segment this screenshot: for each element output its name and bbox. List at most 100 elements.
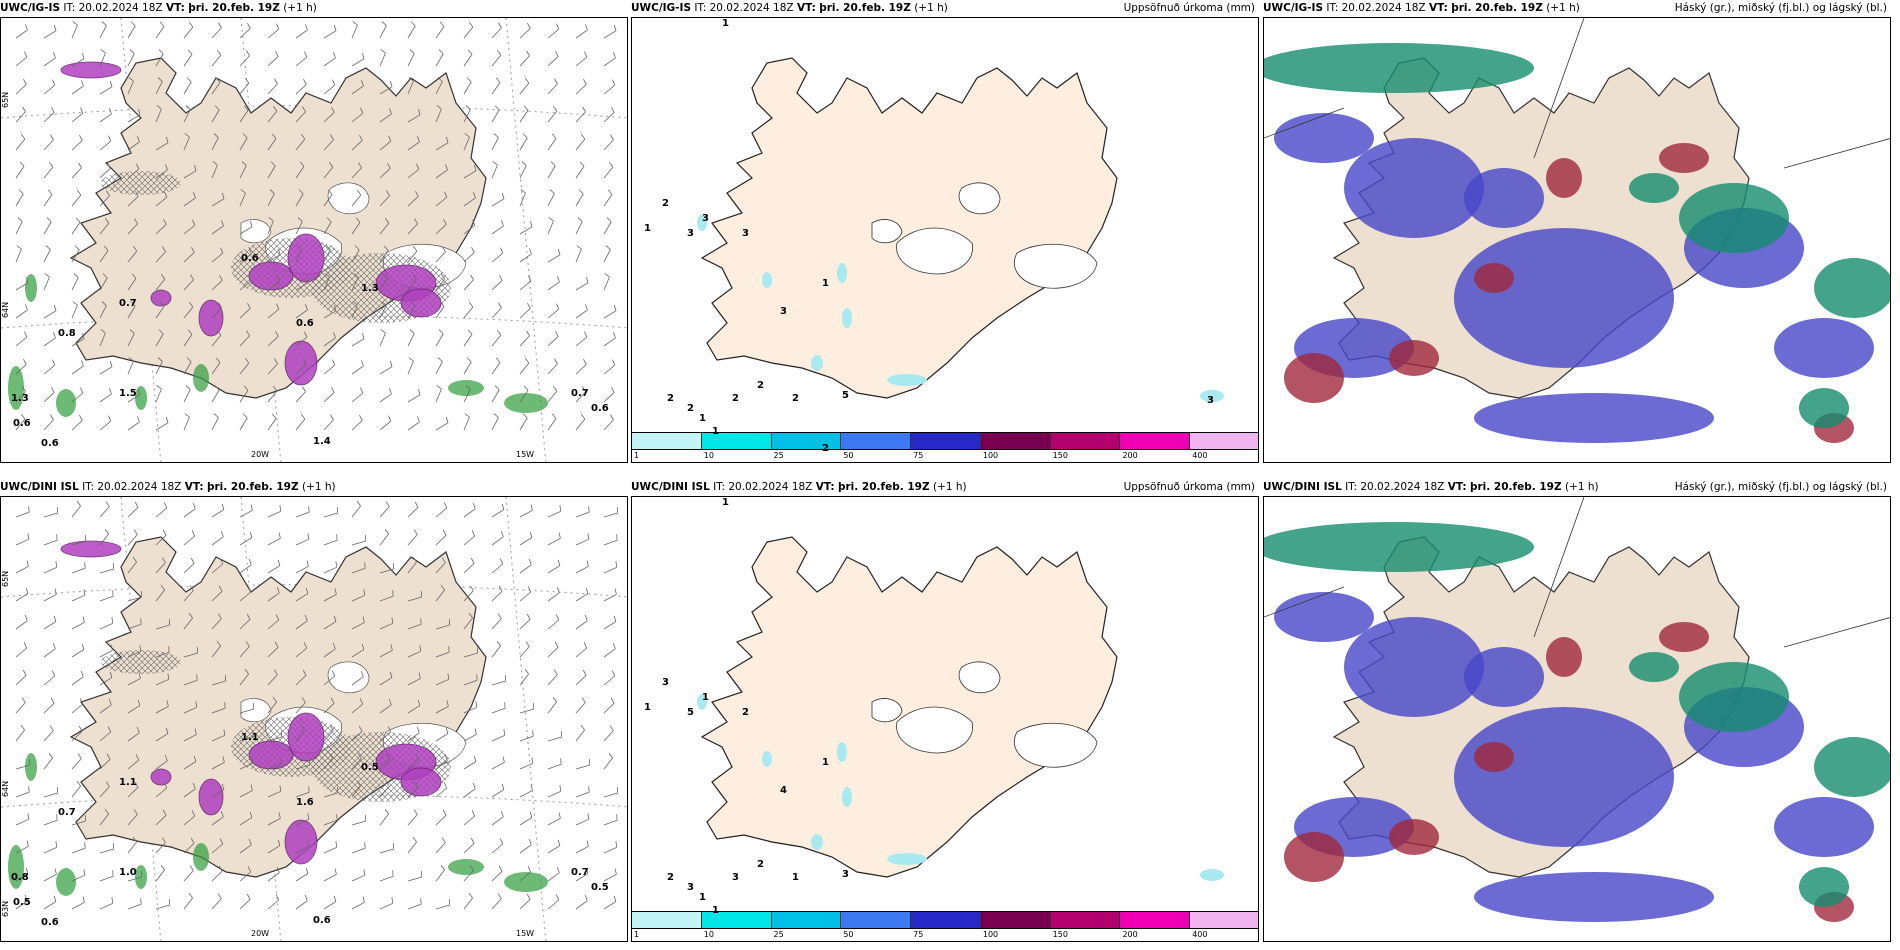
cloud-area — [1474, 263, 1514, 293]
iceland-land — [700, 57, 1118, 399]
snow-value-label: 0.7 — [119, 298, 137, 309]
colorbar-swatch — [841, 433, 912, 449]
rain-area — [8, 366, 24, 410]
colorbar-swatch — [1050, 433, 1121, 449]
glacier — [1013, 243, 1098, 289]
colorbar-tick: 25 — [773, 451, 784, 460]
colorbar-swatch — [980, 912, 1051, 928]
rain-area — [448, 380, 484, 396]
panel-wind-snow-row1: UWC/IG-IS IT: 20.02.2024 18Z VT: þri. 20… — [0, 0, 628, 463]
precip-value-label: 3 — [687, 882, 694, 893]
panel-wind-snow-row2: UWC/DINI ISL IT: 20.02.2024 18Z VT: þri.… — [0, 479, 628, 942]
precip-area — [811, 355, 823, 371]
precip-area — [811, 834, 823, 850]
snow-value-label: 1.3 — [361, 283, 379, 294]
cloud-map — [1264, 18, 1890, 443]
cloud-area — [1344, 617, 1484, 717]
colorbar-swatch — [632, 433, 702, 449]
rain-area — [504, 393, 548, 413]
precip-value-label: 1 — [722, 497, 729, 508]
cloud-area — [1659, 143, 1709, 173]
colorbar-tick: 1 — [634, 930, 640, 939]
precip-value-label: 1 — [644, 702, 651, 713]
rain-area — [25, 274, 37, 302]
rain-area — [193, 843, 209, 871]
snow-value-label: 0.5 — [591, 882, 609, 893]
snow-value-label: 0.8 — [11, 872, 29, 883]
snow-value-label: 0.5 — [13, 897, 31, 908]
cloud-area — [1629, 652, 1679, 682]
snow-area — [284, 340, 318, 386]
colorbar-tick: 75 — [913, 930, 924, 939]
precip-colorbar — [632, 911, 1258, 929]
snow-value-label: 0.8 — [58, 328, 76, 339]
snow-area — [198, 299, 224, 337]
snow-area — [198, 778, 224, 816]
cloud-area — [1629, 173, 1679, 203]
snow-area — [150, 289, 172, 307]
colorbar-tick: 10 — [703, 930, 714, 939]
glacier — [871, 219, 903, 244]
precip-value-label: 1 — [699, 892, 706, 903]
cloud-map — [1264, 497, 1890, 922]
snow-value-label: 1.3 — [11, 393, 29, 404]
glacier — [958, 182, 1001, 215]
colorbar-tick: 100 — [982, 451, 999, 460]
longitude-label: 20W — [251, 450, 270, 459]
latitude-label: 64N — [1, 301, 10, 318]
panel-title: UWC/DINI ISL IT: 20.02.2024 18Z VT: þri.… — [0, 481, 336, 493]
rain-area — [504, 872, 548, 892]
precip-value-label: 1 — [822, 757, 829, 768]
cloud-area — [1799, 388, 1849, 428]
precip-value-label: 2 — [757, 859, 764, 870]
precip-area — [842, 787, 852, 807]
cloud-area — [1679, 183, 1789, 253]
snow-value-label: 0.6 — [591, 403, 609, 414]
map-frame: 0.7 0.8 0.6 0.6 0.7 0.6 1.4 1.3 0.6 0.6 1.3 1.5 65N 6… — [0, 17, 628, 463]
glacier — [327, 182, 370, 215]
precip-value-label: 3 — [842, 869, 849, 880]
snow-value-label: 0.6 — [41, 917, 59, 928]
glacier — [958, 661, 1001, 694]
colorbar-tick: 50 — [843, 451, 854, 460]
precip-area — [842, 308, 852, 328]
cloud-area — [1389, 819, 1439, 855]
colorbar-tick: 50 — [843, 930, 854, 939]
precip-area — [837, 742, 847, 762]
precip-value-label: 3 — [662, 677, 669, 688]
colorbar-swatch — [1050, 912, 1121, 928]
colorbar-swatch — [911, 912, 981, 928]
cloud-title: Háský (gr.), miðský (fj.bl.) og lágský (… — [1674, 481, 1887, 493]
precip-value-label: 2 — [667, 872, 674, 883]
cloud-area — [1546, 158, 1582, 198]
longitude-label: 20W — [251, 929, 270, 938]
latitude-label: 64N — [1, 780, 10, 797]
precip-value-label: 3 — [702, 213, 709, 224]
panel-title: UWC/DINI ISL IT: 20.02.2024 18Z VT: þri.… — [1263, 481, 1599, 493]
colorbar-swatch — [771, 433, 842, 449]
precip-value-label: 3 — [780, 306, 787, 317]
cloud-area — [1274, 113, 1374, 163]
cloud-area — [1546, 637, 1582, 677]
glacier — [871, 698, 903, 723]
colorbar-tick: 150 — [1052, 930, 1068, 939]
colorbar-tick: 75 — [913, 451, 924, 460]
longitude-label: 15W — [516, 450, 535, 459]
precip-value-label: 3 — [742, 228, 749, 239]
precip-value-label: 3 — [732, 872, 739, 883]
cloud-area — [1264, 522, 1534, 572]
colorbar-tick: 25 — [773, 930, 784, 939]
panel-title: UWC/IG-IS IT: 20.02.2024 18Z VT: þri. 20… — [1263, 2, 1580, 14]
snow-value-label: 1.6 — [296, 797, 314, 808]
precip-value-label: 5 — [687, 707, 694, 718]
latitude-label: 63N — [1, 900, 10, 917]
snow-value-label: 0.6 — [296, 318, 314, 329]
rain-area — [8, 845, 24, 889]
snow-value-label: 0.6 — [313, 915, 331, 926]
snow-area — [400, 288, 442, 318]
precip-title: Uppsöfnuð úrkoma (mm) — [1123, 2, 1255, 14]
map-frame — [1263, 17, 1891, 463]
cloud-area — [1474, 742, 1514, 772]
cloud-area — [1264, 43, 1534, 93]
